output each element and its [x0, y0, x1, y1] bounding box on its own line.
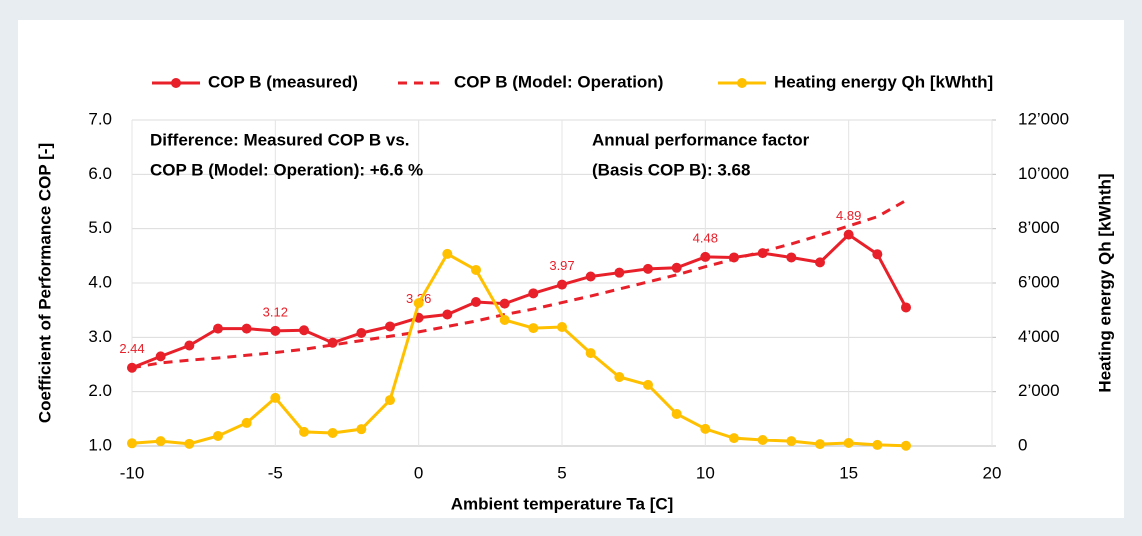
y2-tick-label: 6’000 — [1018, 272, 1060, 291]
panel — [18, 20, 1124, 518]
point — [499, 298, 510, 309]
x-tick-label: -5 — [268, 463, 283, 482]
point — [585, 271, 596, 282]
annotation: COP B (Model: Operation): +6.6 % — [150, 160, 423, 179]
legend-label: Heating energy Qh [kWhth] — [774, 72, 993, 91]
y-tick-label: 6.0 — [88, 164, 112, 183]
point — [270, 392, 281, 403]
x-tick-label: -10 — [120, 463, 145, 482]
point — [385, 321, 395, 332]
y2-tick-label: 10’000 — [1018, 164, 1069, 183]
series-line — [131, 232, 908, 370]
point — [499, 314, 510, 325]
point — [413, 298, 424, 309]
series-line — [131, 251, 907, 448]
y-tick-label: 4.0 — [88, 272, 112, 291]
y2-tick-label: 2’000 — [1018, 381, 1060, 400]
point — [671, 408, 682, 419]
annotation: Annual performance factor — [592, 130, 810, 149]
annotation: (Basis COP B): 3.68 — [592, 160, 750, 179]
point — [442, 248, 453, 259]
point — [528, 288, 539, 299]
x-tick-label: 0 — [414, 463, 423, 482]
point — [270, 325, 281, 336]
data-label: 4.48 — [693, 230, 718, 245]
point — [729, 433, 739, 444]
y-tick-label: 5.0 — [88, 218, 112, 237]
point — [184, 340, 195, 351]
point — [241, 323, 252, 334]
point — [815, 257, 825, 268]
data-label: 2.44 — [119, 341, 144, 356]
point — [356, 327, 367, 338]
point — [528, 323, 539, 334]
point — [213, 430, 223, 441]
x-tick-label: 5 — [557, 463, 566, 482]
point — [155, 351, 166, 362]
point — [843, 438, 854, 449]
point — [585, 348, 596, 359]
y-tick-label: 3.0 — [88, 327, 112, 346]
point — [872, 249, 883, 260]
legend-label: COP B (measured) — [208, 72, 358, 91]
point — [901, 302, 911, 313]
legend-marker — [737, 78, 747, 88]
series-line — [131, 199, 907, 370]
y2-axis-title: Heating energy Qh [kWhth] — [1095, 173, 1114, 392]
point — [213, 323, 223, 334]
point — [299, 325, 309, 336]
point — [471, 297, 481, 308]
point — [843, 229, 854, 240]
point — [442, 309, 453, 320]
data-label: 3.12 — [263, 304, 288, 319]
x-tick-label: 15 — [839, 463, 858, 482]
point — [471, 264, 481, 275]
point — [356, 424, 367, 435]
x-tick-label: 20 — [983, 463, 1002, 482]
x-tick-label: 10 — [696, 463, 715, 482]
point — [700, 251, 711, 262]
point — [299, 426, 309, 437]
point — [786, 436, 797, 447]
point — [155, 436, 166, 447]
point — [385, 395, 395, 406]
point — [327, 427, 338, 438]
y-tick-label: 7.0 — [88, 109, 112, 128]
point — [643, 263, 653, 274]
y-tick-label: 2.0 — [88, 381, 112, 400]
point — [815, 439, 825, 450]
point — [872, 439, 883, 450]
legend-label: COP B (Model: Operation) — [454, 72, 663, 91]
data-label: 4.89 — [836, 208, 861, 223]
point — [786, 252, 797, 263]
point — [241, 417, 252, 428]
point — [557, 322, 567, 333]
y-tick-label: 1.0 — [88, 435, 112, 454]
point — [127, 438, 137, 449]
point — [671, 262, 682, 273]
y2-tick-label: 4’000 — [1018, 327, 1060, 346]
y2-tick-label: 12’000 — [1018, 109, 1069, 128]
point — [757, 435, 768, 446]
y-axis-title: Coefficient of Performance COP [-] — [35, 143, 54, 423]
x-axis-title: Ambient temperature Ta [C] — [451, 494, 674, 513]
point — [614, 267, 625, 278]
point — [643, 379, 653, 390]
point — [614, 371, 625, 382]
point — [901, 440, 911, 451]
point — [184, 438, 195, 449]
annotation: Difference: Measured COP B vs. — [150, 130, 410, 149]
point — [700, 423, 711, 434]
point — [557, 279, 567, 290]
data-label: 3.97 — [549, 258, 574, 273]
y2-tick-label: 0 — [1018, 435, 1027, 454]
legend-marker — [171, 78, 181, 88]
y2-tick-label: 8’000 — [1018, 218, 1060, 237]
